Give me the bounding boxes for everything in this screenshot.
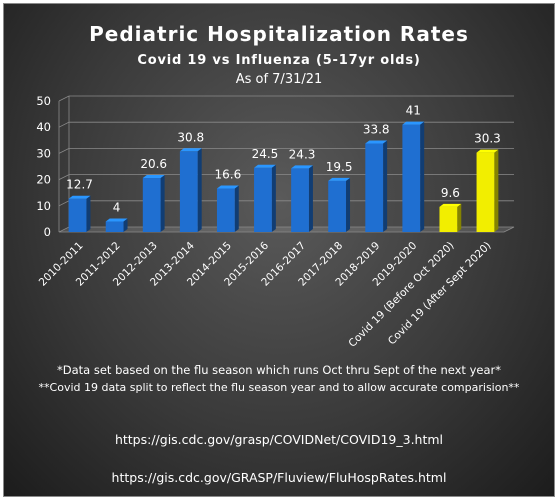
bar-11 (439, 203, 462, 232)
bar-front (291, 168, 309, 232)
bar-top (328, 177, 351, 181)
flu-source-link[interactable]: https://gis.cdc.gov/GRASP/Fluview/FluHos… (111, 470, 447, 485)
bar-top (142, 175, 165, 179)
bar-front (476, 152, 495, 232)
footnote-flu-season: *Data set based on the flu season which … (56, 363, 501, 377)
bar-10 (402, 121, 425, 232)
bar-front (142, 178, 161, 232)
data-label: 41 (406, 104, 421, 118)
bar-front (216, 188, 235, 232)
data-label: 16.6 (215, 168, 242, 182)
bar-side (383, 140, 388, 232)
bar-6 (254, 164, 276, 232)
gridline (58, 95, 514, 102)
bar-top (254, 164, 276, 168)
chart-subtitle: Covid 19 vs Influenza (5-17yr olds) (137, 53, 421, 68)
bar-front (365, 143, 384, 232)
bar-side (86, 195, 91, 232)
bar-top (179, 148, 202, 152)
data-label: 19.5 (326, 160, 353, 174)
chart-title: Pediatric Hospitalization Rates (89, 22, 469, 46)
bar-side (308, 165, 313, 232)
bar-top (439, 203, 462, 207)
bar-top (105, 218, 128, 222)
bar-5 (216, 185, 239, 232)
bar-8 (328, 177, 351, 232)
bar-side (234, 185, 239, 232)
bar-side (160, 175, 165, 232)
bar-side (271, 164, 276, 232)
bar-3 (142, 175, 165, 232)
bar-side (197, 148, 202, 232)
bar-top (216, 185, 239, 189)
bar-4 (179, 148, 202, 232)
bar-front (254, 167, 272, 232)
covid-source-link[interactable]: https://gis.cdc.gov/grasp/COVIDNet/COVID… (114, 432, 444, 447)
as-of-date: As of 7/31/21 (235, 72, 323, 87)
data-label: 24.5 (252, 147, 279, 161)
bar-front (402, 124, 421, 232)
bar-front (179, 151, 198, 232)
bar-front (328, 180, 347, 232)
data-label: 20.6 (140, 157, 167, 171)
data-label: 24.3 (289, 147, 316, 161)
data-label: 9.6 (441, 186, 460, 200)
bar-front (68, 198, 87, 232)
bar-top (476, 149, 499, 153)
bar-2 (105, 218, 128, 232)
y-tick-label: 10 (36, 199, 51, 213)
y-tick-label: 20 (36, 173, 51, 187)
y-tick-label: 0 (44, 225, 51, 239)
data-label: 30.3 (474, 132, 501, 146)
bar-front (439, 206, 458, 232)
bar-top (402, 121, 425, 125)
bar-top (365, 140, 388, 144)
bar-top (68, 195, 91, 199)
bar-12 (476, 149, 499, 232)
bar-side (457, 203, 462, 232)
chart-floor (58, 226, 515, 233)
bar-top (291, 165, 313, 169)
bar-side (420, 121, 425, 232)
data-label: 30.8 (177, 130, 204, 144)
gridline (58, 147, 514, 154)
bar-side (346, 177, 351, 232)
bar-front (105, 221, 124, 232)
footnote-covid-split: **Covid 19 data split to reflect the flu… (38, 381, 520, 394)
bar-chart: 0102030405012.72010-201142011-201220.620… (36, 94, 515, 350)
bar-1 (68, 195, 91, 232)
bar-side (123, 218, 128, 232)
bar-side (494, 149, 499, 232)
gridline (58, 121, 514, 128)
y-tick-label: 30 (36, 146, 51, 160)
data-label: 4 (113, 201, 121, 215)
chart-area: Pediatric Hospitalization Rates Covid 19… (3, 3, 555, 497)
data-label: 33.8 (363, 122, 390, 136)
y-tick-label: 40 (36, 120, 51, 134)
bar-9 (365, 140, 388, 232)
data-label: 12.7 (66, 178, 93, 192)
y-tick-label: 50 (36, 94, 51, 108)
bar-7 (291, 165, 313, 232)
gridline (58, 174, 514, 180)
